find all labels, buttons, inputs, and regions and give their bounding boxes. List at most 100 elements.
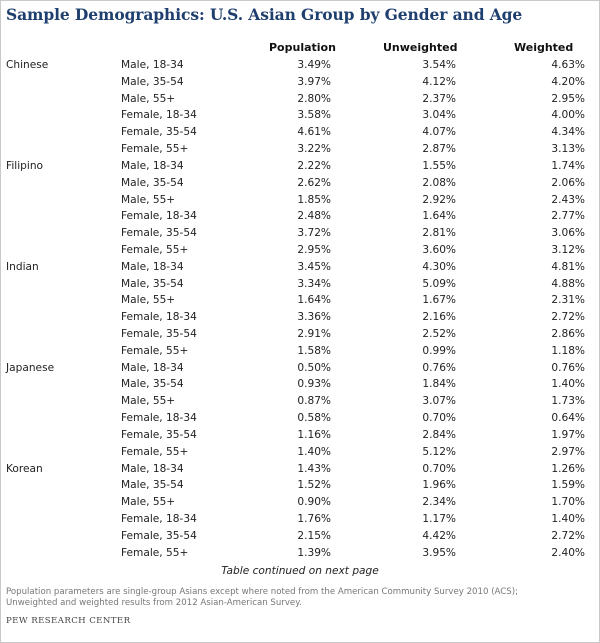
segment-cell: Female, 55+ [121,243,189,256]
table-row: Female, 55+ 1.40% 5.12% 2.97% [1,445,599,462]
unweighted-cell: 1.17% [422,512,456,525]
segment-cell: Female, 35-54 [121,227,197,240]
population-cell: 4.61% [297,126,331,139]
population-cell: 1.64% [297,294,331,307]
unweighted-cell: 2.37% [422,92,456,105]
column-header-weighted: Weighted [514,41,574,54]
table-row: Male, 55+ 0.90% 2.34% 1.70% [1,495,599,512]
table-row: Filipino Male, 18-34 2.22% 1.55% 1.74% [1,159,599,176]
segment-cell: Female, 35-54 [121,126,197,139]
population-cell: 0.50% [297,361,331,374]
table-row: Korean Male, 18-34 1.43% 0.70% 1.26% [1,462,599,479]
weighted-cell: 2.77% [551,210,585,223]
footnote: Population parameters are single-group A… [6,587,596,609]
group-label: Filipino [6,159,44,172]
segment-cell: Female, 35-54 [121,529,197,542]
unweighted-cell: 2.84% [422,428,456,441]
weighted-cell: 1.70% [551,496,585,509]
segment-cell: Female, 55+ [121,344,189,357]
column-header-unweighted: Unweighted [383,41,458,54]
population-cell: 1.40% [297,445,331,458]
population-cell: 3.49% [297,59,331,71]
unweighted-cell: 3.54% [422,59,456,71]
table-row: Female, 18-34 0.58% 0.70% 0.64% [1,411,599,428]
unweighted-cell: 4.42% [422,529,456,542]
weighted-cell: 2.95% [551,92,585,105]
weighted-cell: 1.18% [551,344,585,357]
table-row: Female, 35-54 1.16% 2.84% 1.97% [1,428,599,445]
segment-cell: Male, 55+ [121,193,176,206]
unweighted-cell: 1.84% [422,378,456,391]
segment-cell: Male, 55+ [121,294,176,307]
table-row: Male, 55+ 1.64% 1.67% 2.31% [1,293,599,310]
population-cell: 0.93% [297,378,331,391]
table-row: Male, 35-54 3.34% 5.09% 4.88% [1,277,599,294]
weighted-cell: 2.43% [551,193,585,206]
population-cell: 2.80% [297,92,331,105]
weighted-cell: 2.72% [551,529,585,542]
unweighted-cell: 2.81% [422,227,456,240]
segment-cell: Male, 35-54 [121,75,184,88]
population-cell: 3.72% [297,227,331,240]
table-row: Female, 35-54 2.91% 2.52% 2.86% [1,327,599,344]
unweighted-cell: 3.95% [422,546,456,559]
segment-cell: Male, 55+ [121,496,176,509]
unweighted-cell: 4.07% [422,126,456,139]
table-row: Male, 55+ 0.87% 3.07% 1.73% [1,394,599,411]
table-row: Male, 55+ 1.85% 2.92% 2.43% [1,193,599,210]
unweighted-cell: 1.55% [422,159,456,172]
segment-cell: Female, 35-54 [121,428,197,441]
group-label: Indian [6,260,39,273]
unweighted-cell: 2.87% [422,143,456,156]
weighted-cell: 1.59% [551,479,585,492]
segment-cell: Female, 35-54 [121,328,197,340]
unweighted-cell: 0.70% [422,462,456,475]
footnote-line: Unweighted and weighted results from 201… [6,598,302,608]
segment-cell: Female, 55+ [121,546,189,559]
table-row: Female, 35-54 4.61% 4.07% 4.34% [1,125,599,142]
population-cell: 2.15% [297,529,331,542]
population-cell: 3.34% [297,277,331,290]
population-cell: 2.48% [297,210,331,223]
unweighted-cell: 4.30% [422,260,456,273]
population-cell: 3.36% [297,311,331,324]
table-row: Female, 18-34 1.76% 1.17% 1.40% [1,512,599,529]
population-cell: 1.39% [297,546,331,559]
unweighted-cell: 1.67% [422,294,456,307]
population-cell: 0.58% [297,412,331,425]
weighted-cell: 2.97% [551,445,585,458]
population-cell: 1.52% [297,479,331,492]
column-header-population: Population [269,41,336,54]
unweighted-cell: 3.07% [422,395,456,408]
weighted-cell: 4.63% [551,59,585,71]
weighted-cell: 4.00% [551,109,585,122]
segment-cell: Male, 35-54 [121,378,184,391]
segment-cell: Male, 18-34 [121,462,184,475]
weighted-cell: 4.88% [551,277,585,290]
population-cell: 1.76% [297,512,331,525]
unweighted-cell: 3.04% [422,109,456,122]
table-row: Female, 55+ 2.95% 3.60% 3.12% [1,243,599,260]
population-cell: 3.45% [297,260,331,273]
segment-cell: Male, 35-54 [121,277,184,290]
segment-cell: Female, 18-34 [121,109,197,122]
source-credit: PEW RESEARCH CENTER [6,616,131,626]
table-row: Male, 35-54 0.93% 1.84% 1.40% [1,377,599,394]
continued-note: Table continued on next page [221,565,379,577]
population-cell: 2.62% [297,176,331,189]
weighted-cell: 1.40% [551,378,585,391]
weighted-cell: 2.06% [551,176,585,189]
weighted-cell: 4.34% [551,126,585,139]
weighted-cell: 3.12% [551,243,585,256]
unweighted-cell: 2.08% [422,176,456,189]
table-row: Female, 55+ 1.39% 3.95% 2.40% [1,546,599,563]
unweighted-cell: 3.60% [422,243,456,256]
group-label: Korean [6,462,43,475]
unweighted-cell: 2.16% [422,311,456,324]
population-cell: 2.91% [297,328,331,340]
weighted-cell: 3.06% [551,227,585,240]
population-cell: 1.85% [297,193,331,206]
table-row: Chinese Male, 18-34 3.49% 3.54% 4.63% [1,58,599,75]
table-row: Female, 18-34 3.58% 3.04% 4.00% [1,108,599,125]
